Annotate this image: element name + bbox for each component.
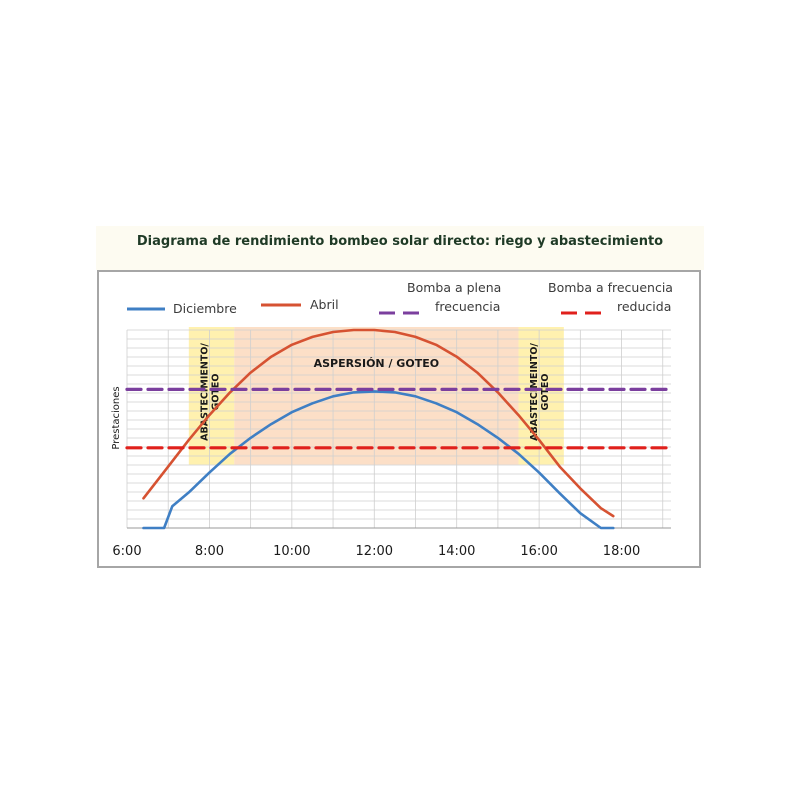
series-lines [125,328,673,530]
chart-title: Diagrama de rendimiento bombeo solar dir… [136,234,664,249]
x-tick-label: 6:00 [112,544,141,559]
x-tick-label: 18:00 [603,544,640,559]
legend-label-3: Bomba a frecuencia [548,280,673,295]
legend-label-1: Abril [310,297,339,312]
zone-labels: ASPERSIÓN / GOTEO ABASTECIMIENTO/GOTEO ABA… [199,343,551,441]
legend: Diciembre Abril Bomba a plena frecuencia Bom… [127,280,673,316]
y-axis-label: Prestaciones [111,386,122,449]
legend-label-3: reducida [617,299,671,314]
zone-label-band-2: ABASTECIMEINTO/GOTEO [529,343,551,441]
chart-frame: ASPERSIÓN / GOTEO ABASTECIMIENTO/GOTEO ABA… [97,270,701,568]
x-tick-label: 10:00 [273,544,310,559]
title-band: Diagrama de rendimiento bombeo solar dir… [96,226,704,270]
zone-label-band-1: ABASTECIMIENTO/GOTEO [199,343,221,441]
zone-label-aspersion: ASPERSIÓN / GOTEO [314,357,439,370]
x-tick-label: 14:00 [438,544,475,559]
x-tick-labels: 6:00 8:00 10:00 12:00 14:00 16:00 18:00 [112,544,640,559]
series-line-0 [142,390,615,530]
x-tick-label: 12:00 [356,544,393,559]
legend-label-2: frecuencia [435,299,500,314]
legend-label-2: Bomba a plena [407,280,501,295]
x-tick-label: 8:00 [195,544,224,559]
x-tick-label: 16:00 [520,544,557,559]
legend-label-0: Diciembre [173,301,237,316]
chart-svg: ASPERSIÓN / GOTEO ABASTECIMIENTO/GOTEO ABA… [111,280,673,559]
series-line-1 [142,328,615,518]
